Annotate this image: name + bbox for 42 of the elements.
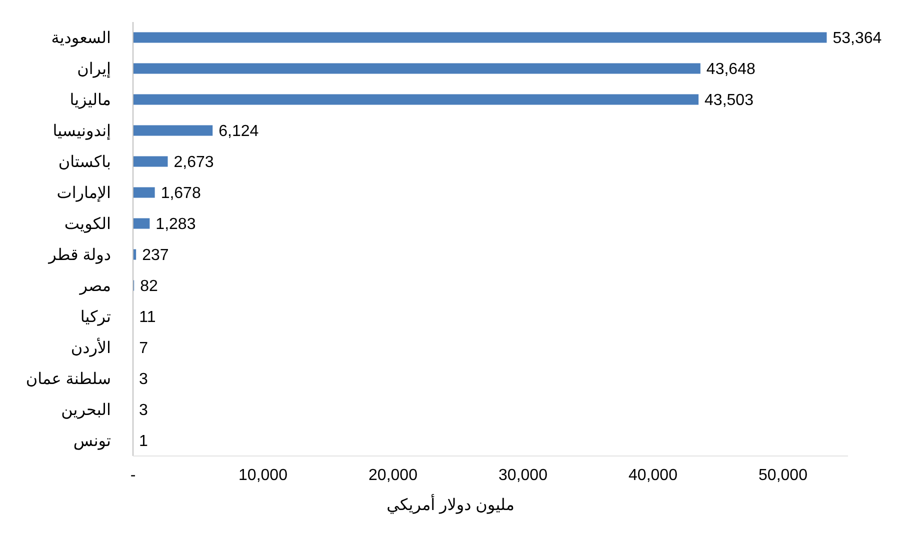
data-label: 6,124: [218, 123, 259, 140]
bar: [133, 156, 168, 167]
bar: [133, 125, 213, 136]
y-tick-label: مصر: [78, 278, 111, 296]
bar: [133, 94, 699, 105]
x-tick-label: 10,000: [238, 467, 288, 484]
data-label: 43,503: [704, 92, 754, 110]
data-label: 1,678: [160, 185, 201, 202]
data-label: 7: [139, 340, 148, 358]
data-label: 11: [139, 309, 156, 326]
y-tick-label: ماليزيا: [70, 92, 111, 110]
data-label: 237: [142, 247, 169, 264]
x-tick-label: -: [130, 467, 136, 484]
data-label: 53,364: [832, 30, 882, 48]
x-axis-title: مليون دولار أمريكي: [386, 494, 514, 514]
data-label: 43,648: [706, 61, 756, 78]
y-tick-label: دولة قطر: [48, 247, 111, 264]
data-label: 2,673: [174, 154, 214, 172]
bar: [133, 32, 827, 43]
data-label: 1,283: [156, 216, 196, 234]
y-tick-label: تركيا: [80, 309, 111, 326]
bar: [133, 63, 700, 74]
bar: [133, 187, 155, 198]
y-tick-label: الأردن: [70, 337, 111, 358]
data-label: 82: [140, 278, 158, 296]
y-tick-label: باكستان: [58, 154, 111, 172]
y-tick-label: تونس: [73, 433, 111, 450]
data-label: 3: [139, 371, 148, 388]
x-tick-label: 20,000: [368, 467, 418, 484]
x-tick-label: 50,000: [758, 467, 808, 484]
y-tick-label: إيران: [77, 61, 111, 78]
x-tick-label: 30,000: [498, 467, 548, 484]
y-tick-label: سلطنة عمان: [26, 371, 111, 388]
x-tick-label: 40,000: [628, 467, 678, 484]
y-tick-label: الكويت: [64, 216, 111, 234]
bar: [133, 218, 150, 229]
data-label: 1: [139, 433, 148, 450]
y-tick-label: إندونيسيا: [52, 123, 111, 140]
y-tick-label: الإمارات: [56, 185, 111, 202]
y-tick-label: السعودية: [51, 30, 111, 48]
y-tick-label: البحرين: [61, 402, 111, 420]
data-label: 3: [139, 402, 148, 420]
